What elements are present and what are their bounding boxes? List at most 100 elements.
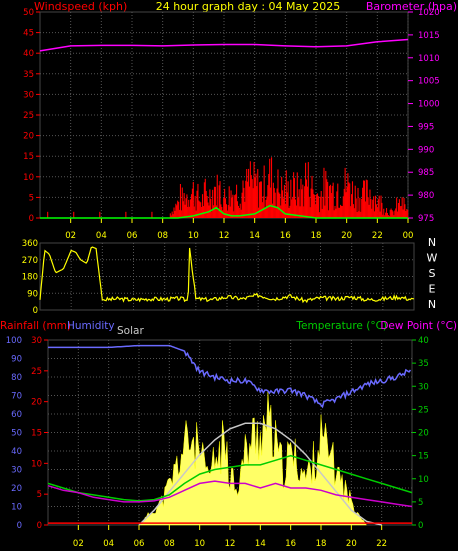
y-tick-label: 35 bbox=[23, 70, 34, 80]
x-tick-label: 06 bbox=[134, 539, 145, 549]
y-tick-label: 60 bbox=[11, 410, 22, 420]
compass-label: N bbox=[428, 298, 436, 311]
x-tick-label: 02 bbox=[65, 231, 76, 241]
y-tick-label: 270 bbox=[22, 256, 38, 266]
y-tick-label: 90 bbox=[11, 355, 22, 365]
temperature-line bbox=[47, 454, 413, 502]
y-tick-label: 15 bbox=[418, 452, 429, 462]
y-tick-label: 985 bbox=[418, 168, 434, 178]
direction-y-ticks: 360 270 180 90 0 bbox=[22, 239, 38, 316]
y-tick-label: 0 bbox=[29, 214, 34, 224]
x-tick-label: 00 bbox=[403, 231, 414, 241]
temp-grid bbox=[48, 340, 412, 525]
y-tick-label: 25 bbox=[418, 405, 429, 415]
y-tick-label: 30 bbox=[31, 336, 42, 346]
x-tick-label: 22 bbox=[372, 231, 383, 241]
y-tick-label: 180 bbox=[22, 273, 38, 283]
y-tick-label: 20 bbox=[31, 398, 42, 408]
baro-y-ticks: 975 980 985 990 995 1000 1005 1010 1015 1020 bbox=[408, 8, 440, 224]
solar-axis-label: Solar bbox=[117, 325, 144, 337]
y-tick-label: 40 bbox=[11, 447, 22, 457]
x-tick-label: 02 bbox=[73, 539, 84, 549]
y-tick-label: 1000 bbox=[418, 100, 440, 110]
wind-grid bbox=[40, 12, 409, 218]
y-tick-label: 20 bbox=[11, 484, 22, 494]
x-tick-label: 20 bbox=[341, 231, 352, 241]
gust-line bbox=[40, 204, 408, 219]
y-tick-label: 1015 bbox=[418, 31, 440, 41]
y-tick-label: 30 bbox=[418, 382, 429, 392]
y-tick-label: 1010 bbox=[418, 54, 440, 64]
x-tick-label: 16 bbox=[285, 539, 296, 549]
y-tick-label: 50 bbox=[23, 8, 34, 18]
y-tick-label: 100 bbox=[6, 336, 22, 346]
compass-label: N bbox=[428, 236, 436, 249]
y-tick-label: 30 bbox=[23, 90, 34, 100]
y-tick-label: 40 bbox=[418, 336, 429, 346]
compass-label: E bbox=[429, 283, 436, 296]
y-tick-label: 5 bbox=[37, 490, 42, 500]
y-tick-label: 40 bbox=[23, 49, 34, 59]
y-tick-label: 360 bbox=[22, 239, 38, 249]
x-tick-label: 22 bbox=[376, 539, 387, 549]
wind-bars bbox=[47, 157, 409, 218]
y-tick-label: 25 bbox=[31, 367, 42, 377]
y-tick-label: 10 bbox=[31, 459, 42, 469]
x-tick-label: 08 bbox=[164, 539, 175, 549]
y-tick-label: 980 bbox=[418, 191, 434, 201]
x-tick-label: 04 bbox=[96, 231, 107, 241]
temp-x-ticks: 02 04 06 08 10 12 14 16 18 20 22 bbox=[73, 525, 387, 549]
humidity-axis-label: Humidity bbox=[67, 320, 115, 332]
y-tick-label: 5 bbox=[418, 498, 423, 508]
dewpoint-line bbox=[47, 480, 413, 508]
y-tick-label: 0 bbox=[418, 521, 423, 531]
compass-label: S bbox=[429, 267, 436, 280]
y-tick-label: 90 bbox=[27, 289, 38, 299]
x-tick-label: 06 bbox=[127, 231, 138, 241]
y-tick-label: 990 bbox=[418, 145, 434, 155]
barometer-line bbox=[39, 38, 409, 52]
y-tick-label: 10 bbox=[23, 173, 34, 183]
barometer-axis-label: Barometer (hpa) bbox=[366, 0, 457, 13]
y-tick-label: 25 bbox=[23, 111, 34, 121]
wind-x-ticks: 02 04 06 08 10 12 14 16 18 20 22 00 bbox=[65, 218, 413, 241]
y-tick-label: 1005 bbox=[418, 77, 440, 87]
y-tick-label: 15 bbox=[23, 152, 34, 162]
direction-grid bbox=[40, 243, 414, 310]
y-tick-label: 50 bbox=[11, 429, 22, 439]
y-tick-label: 1020 bbox=[418, 8, 440, 18]
y-tick-label: 5 bbox=[29, 193, 34, 203]
sunshine-area bbox=[138, 391, 367, 526]
compass-label: W bbox=[427, 252, 438, 265]
y-tick-label: 0 bbox=[37, 521, 42, 531]
x-tick-label: 04 bbox=[103, 539, 114, 549]
humidity-y-ticks: 0 10 20 30 40 50 60 70 80 90 100 bbox=[6, 336, 22, 531]
y-tick-label: 35 bbox=[418, 359, 429, 369]
direction-line bbox=[39, 246, 415, 304]
y-tick-label: 0 bbox=[33, 306, 38, 316]
humidity-line bbox=[48, 344, 412, 409]
y-tick-label: 15 bbox=[31, 429, 42, 439]
y-tick-label: 45 bbox=[23, 29, 34, 39]
x-tick-label: 18 bbox=[316, 539, 327, 549]
chart-title: 24 hour graph day : 04 May 2025 bbox=[156, 0, 341, 13]
x-tick-label: 20 bbox=[346, 539, 357, 549]
x-tick-label: 10 bbox=[194, 539, 205, 549]
y-tick-label: 975 bbox=[418, 214, 434, 224]
y-tick-label: 995 bbox=[418, 122, 434, 132]
y-tick-label: 80 bbox=[11, 373, 22, 383]
y-tick-label: 70 bbox=[11, 392, 22, 402]
y-tick-label: 20 bbox=[418, 429, 429, 439]
x-tick-label: 18 bbox=[311, 231, 322, 241]
x-tick-label: 14 bbox=[255, 539, 266, 549]
x-tick-label: 12 bbox=[219, 231, 230, 241]
wind-y-ticks: 0 5 10 15 20 25 30 35 40 45 50 bbox=[23, 8, 40, 224]
temperature-axis-label: Temperature (°C) bbox=[295, 320, 387, 332]
rain-y-ticks: 0 5 10 15 20 25 30 bbox=[31, 336, 48, 531]
x-tick-label: 08 bbox=[157, 231, 168, 241]
rainfall-axis-label: Rainfall (mm) bbox=[0, 320, 71, 332]
x-tick-label: 16 bbox=[280, 231, 291, 241]
x-tick-label: 10 bbox=[188, 231, 199, 241]
y-tick-label: 20 bbox=[23, 132, 34, 142]
